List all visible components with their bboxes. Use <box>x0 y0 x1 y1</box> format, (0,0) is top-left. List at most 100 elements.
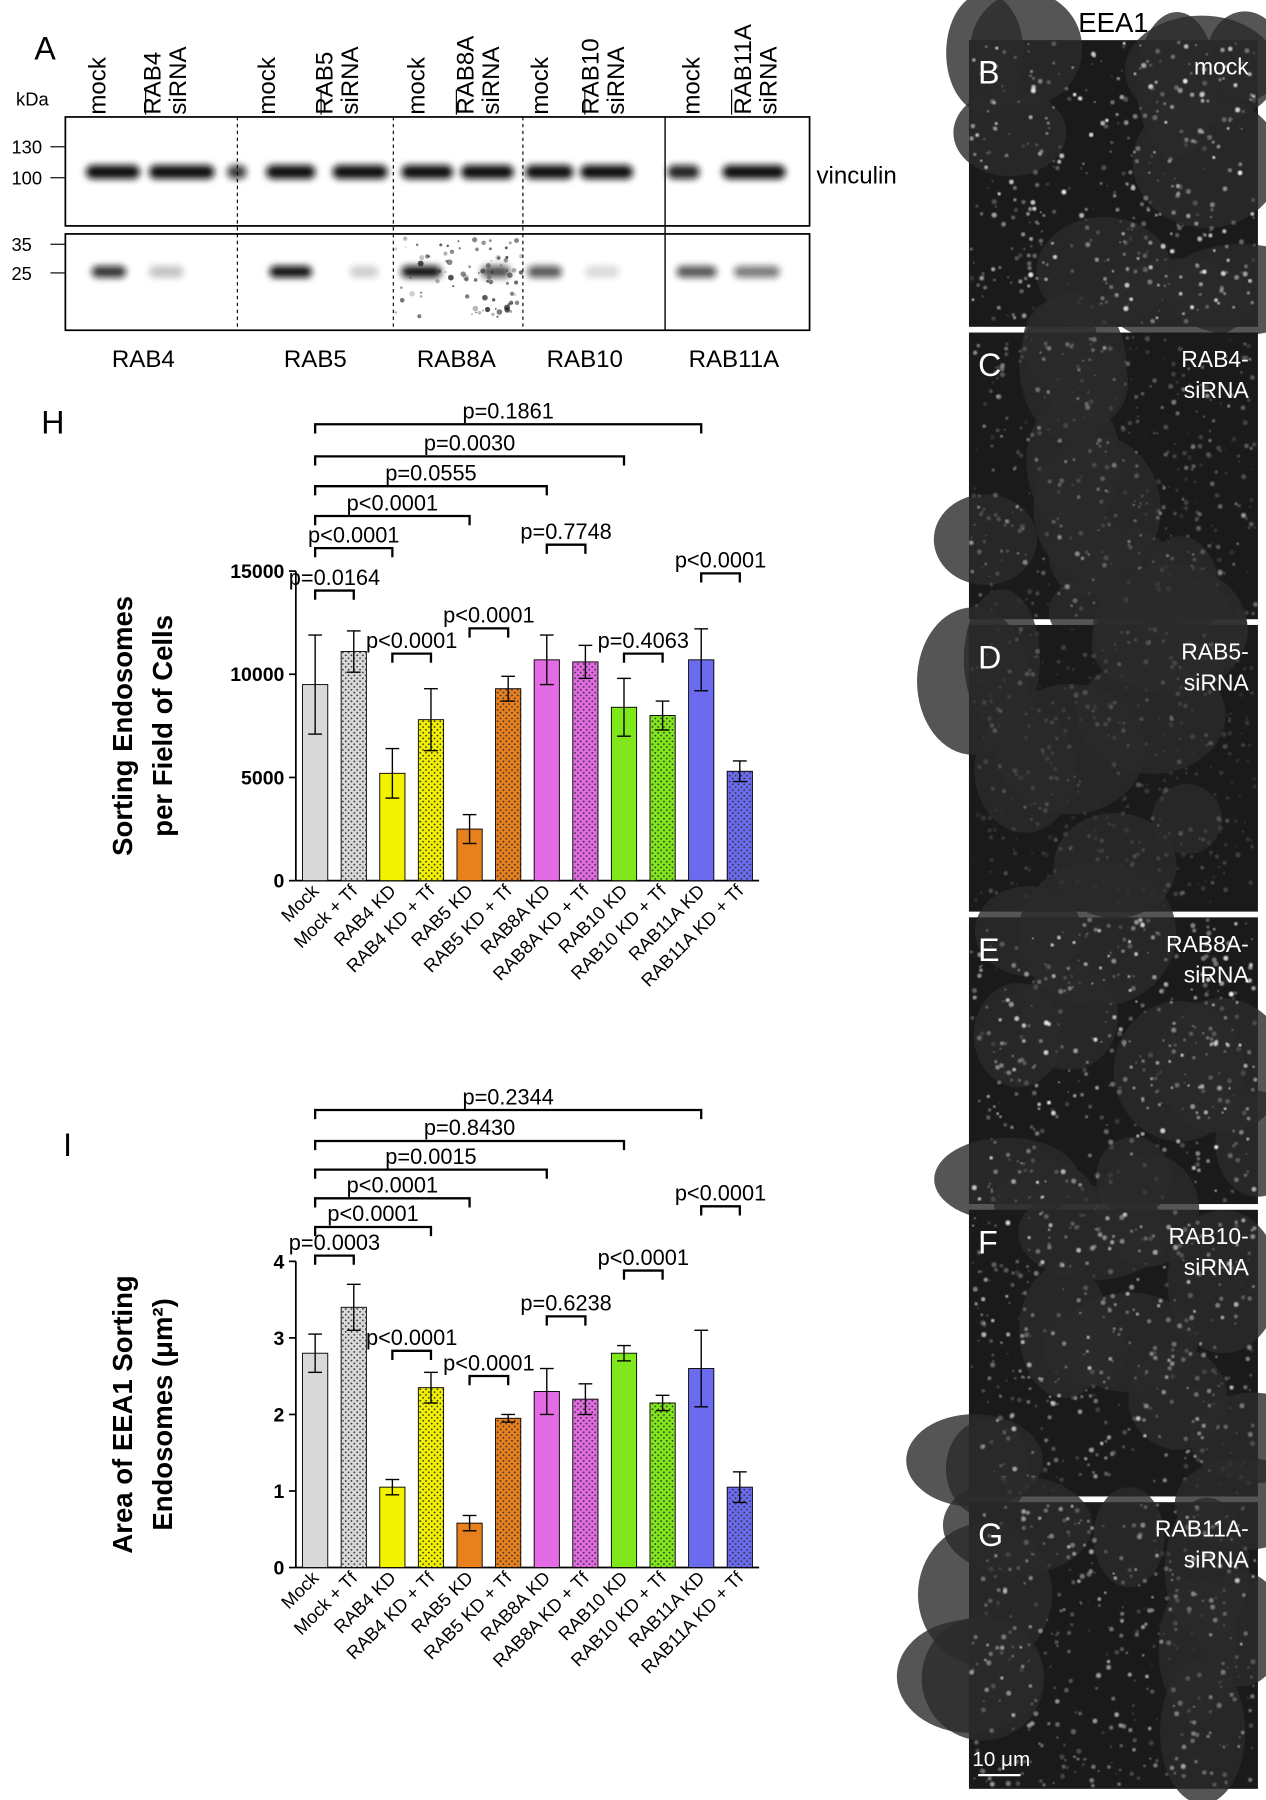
endosome <box>1190 139 1195 143</box>
significance-bracket <box>314 1254 355 1265</box>
endosome <box>1209 851 1213 854</box>
endosome <box>1241 355 1246 360</box>
endosome <box>1077 1409 1083 1415</box>
endosome <box>1030 1158 1036 1163</box>
endosome <box>1100 476 1104 481</box>
endosome <box>1133 519 1137 523</box>
endosome <box>1247 743 1251 747</box>
blot-speckle <box>509 309 513 313</box>
endosome <box>1220 47 1225 53</box>
endosome <box>1086 1350 1089 1353</box>
endosome <box>1030 707 1034 711</box>
endosome <box>1076 1298 1081 1303</box>
endosome <box>1020 1057 1025 1062</box>
endosome <box>1050 1632 1053 1635</box>
endosome <box>1236 542 1239 546</box>
endosome <box>1219 830 1222 834</box>
endosome <box>1155 1718 1158 1721</box>
endosome <box>1148 1052 1154 1058</box>
endosome <box>1148 640 1152 644</box>
endosome <box>1226 1666 1229 1669</box>
endosome <box>1216 815 1221 821</box>
endosome <box>1209 1771 1214 1775</box>
blot-speckle <box>518 270 524 275</box>
endosome <box>1032 937 1034 940</box>
y-tick-label: 0 <box>274 1557 285 1579</box>
endosome <box>1056 659 1061 664</box>
bar <box>533 659 560 882</box>
endosome <box>1111 1450 1117 1455</box>
endosome <box>1011 313 1015 317</box>
endosome <box>1208 642 1214 647</box>
bar <box>340 651 367 882</box>
endosome <box>1088 337 1092 341</box>
significance-bracket <box>700 1205 741 1216</box>
endosome <box>1059 524 1063 528</box>
endosome <box>1223 887 1228 893</box>
endosome <box>1117 662 1122 667</box>
endosome <box>985 929 989 932</box>
endosome <box>1016 551 1020 555</box>
endosome <box>1106 1435 1111 1440</box>
endosome <box>969 950 973 954</box>
endosome <box>1211 957 1217 963</box>
endosome <box>1054 716 1058 721</box>
endosome <box>1122 252 1127 257</box>
endosome <box>1103 659 1108 664</box>
blot-band <box>401 266 442 278</box>
endosome <box>1122 937 1127 942</box>
endosome <box>1181 387 1186 392</box>
endosome <box>1020 1756 1024 1759</box>
blot-band <box>401 165 453 179</box>
endosome <box>1250 375 1255 380</box>
endosome <box>1232 1144 1236 1148</box>
endosome <box>1159 818 1162 821</box>
endosome <box>1060 644 1067 651</box>
endosome <box>1102 1315 1106 1319</box>
endosome <box>1206 925 1210 929</box>
endosome <box>1145 1674 1149 1679</box>
endosome <box>997 1415 1003 1421</box>
endosome <box>1164 1375 1169 1380</box>
endosome <box>1139 533 1143 537</box>
endosome <box>1086 1335 1090 1339</box>
blot-speckle <box>494 308 497 310</box>
endosome <box>1089 343 1092 346</box>
endosome <box>1051 974 1056 979</box>
endosome <box>1194 519 1198 522</box>
endosome <box>1052 1782 1055 1785</box>
endosome <box>1247 978 1253 983</box>
endosome <box>996 305 1001 310</box>
endosome <box>1219 288 1224 294</box>
endosome <box>1204 657 1207 660</box>
endosome <box>1056 1631 1060 1635</box>
endosome <box>1127 975 1131 978</box>
endosome <box>1143 1434 1147 1438</box>
blot-speckle <box>505 269 509 272</box>
endosome <box>1250 468 1253 471</box>
bar <box>379 1486 406 1568</box>
endosome <box>1205 1053 1208 1056</box>
endosome <box>1026 437 1030 442</box>
endosome <box>1146 206 1151 211</box>
lane-label: RAB10 <box>578 38 605 114</box>
endosome <box>1163 1265 1166 1269</box>
endosome <box>1221 1661 1225 1666</box>
endosome <box>1046 121 1050 125</box>
endosome <box>1066 1530 1070 1534</box>
endosome <box>1239 271 1242 274</box>
endosome <box>1132 114 1138 119</box>
endosome <box>1248 521 1254 527</box>
endosome <box>1212 1402 1216 1406</box>
endosome <box>1070 974 1073 978</box>
endosome <box>1066 779 1070 782</box>
endosome <box>1251 785 1256 790</box>
endosome <box>1032 206 1037 211</box>
endosome <box>1152 974 1157 980</box>
endosome <box>1144 1262 1147 1265</box>
endosome <box>1157 868 1161 872</box>
endosome <box>1217 557 1222 563</box>
endosome <box>1209 1037 1214 1041</box>
endosome <box>1026 1362 1032 1368</box>
endosome <box>1144 1370 1149 1374</box>
